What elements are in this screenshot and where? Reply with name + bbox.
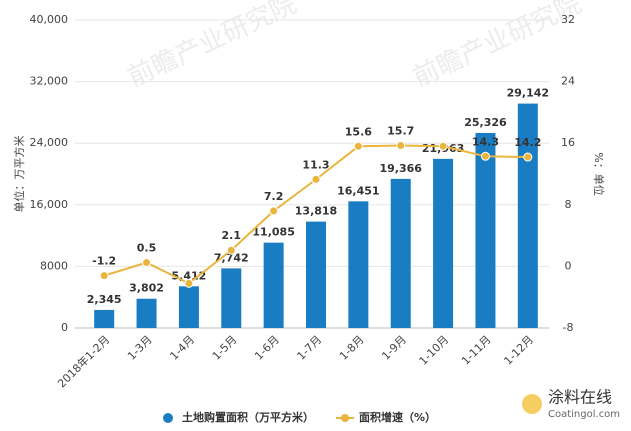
- bar: [348, 201, 369, 328]
- y-tick-label: 16,000: [30, 198, 69, 211]
- bar: [390, 178, 411, 328]
- line-point: [396, 141, 406, 151]
- logo-name: 涂料在线: [548, 388, 612, 407]
- watermark: 前瞻产业研究院: [123, 0, 301, 93]
- x-tick-label: 1-11月: [459, 333, 494, 368]
- x-tick-label: 1-5月: [210, 333, 240, 363]
- line-point: [99, 271, 109, 281]
- line-point: [353, 141, 363, 151]
- bar: [433, 158, 454, 328]
- line-value-label: 2.1: [222, 229, 242, 242]
- bar-value-label: 25,326: [464, 116, 507, 129]
- x-tick-label: 1-3月: [125, 333, 155, 363]
- bar-value-label: 19,366: [380, 162, 423, 175]
- line-value-label: 14.2: [514, 136, 541, 149]
- line-value-label: 11.3: [302, 158, 329, 171]
- x-tick-label: 1-6月: [252, 333, 282, 363]
- x-tick-label: 1-10月: [417, 333, 452, 368]
- bar: [94, 309, 115, 328]
- x-tick-label: 1-7月: [295, 333, 325, 363]
- logo-icon: [522, 394, 542, 414]
- bar-value-label: 29,142: [507, 87, 549, 100]
- line-point: [269, 206, 279, 216]
- bar: [263, 242, 284, 328]
- x-tick-label: 1-9月: [379, 333, 409, 363]
- line-value-label: -1.2: [92, 255, 116, 268]
- y-tick-label: 24,000: [30, 136, 69, 149]
- bar-value-label: 2,345: [87, 293, 122, 306]
- y-tick-label: 0: [61, 321, 68, 334]
- line-value-label: 15.7: [387, 125, 414, 138]
- line-point: [311, 174, 321, 184]
- y2-tick-label: 16: [561, 136, 575, 149]
- watermark: 前瞻产业研究院: [408, 0, 586, 93]
- y2-tick-label: 32: [561, 13, 575, 26]
- line-point: [142, 258, 152, 268]
- legend-label: 土地购置面积（万平方米）: [182, 410, 314, 424]
- y-tick-label: 8000: [40, 259, 68, 272]
- x-tick-label: 1-4月: [167, 333, 197, 363]
- legend-marker: [341, 414, 349, 422]
- y-axis-title: 单位：万平方米: [12, 136, 26, 213]
- legend-marker: [163, 413, 173, 423]
- bar: [178, 286, 199, 328]
- line-point: [226, 245, 236, 255]
- y-tick-label: 32,000: [30, 75, 69, 88]
- bar-value-label: 3,802: [129, 282, 164, 295]
- line-point: [184, 278, 194, 288]
- line-value-label: 15.6: [345, 125, 372, 138]
- bar-value-label: 11,085: [252, 226, 294, 239]
- y2-tick-label: 0: [565, 259, 572, 272]
- bar: [136, 298, 157, 328]
- line-value-label: 0.5: [137, 242, 157, 255]
- line-point: [480, 151, 490, 161]
- line-point: [438, 141, 448, 151]
- legend-label: 面积增速（%）: [359, 410, 436, 424]
- y2-tick-label: 8: [565, 198, 572, 211]
- y2-axis-title: %：单位: [592, 152, 606, 195]
- bar: [475, 132, 496, 328]
- y2-tick-label: -8: [563, 321, 574, 334]
- line-value-label: 14.3: [472, 135, 499, 148]
- x-tick-label: 1-12月: [501, 333, 536, 368]
- bar: [306, 221, 326, 328]
- line-point: [523, 152, 533, 162]
- x-tick-label: 2018年1-2月: [54, 332, 112, 390]
- bar-value-label: 7,742: [214, 251, 249, 264]
- bar: [221, 268, 242, 328]
- bar: [517, 103, 538, 328]
- logo-site: Coatingol.com: [548, 409, 620, 420]
- y2-tick-label: 24: [561, 75, 575, 88]
- y-tick-label: 40,000: [30, 13, 69, 26]
- bar-value-label: 16,451: [337, 184, 379, 197]
- x-tick-label: 1-8月: [337, 333, 367, 363]
- line-value-label: 7.2: [264, 190, 284, 203]
- bar-value-label: 13,818: [295, 205, 337, 218]
